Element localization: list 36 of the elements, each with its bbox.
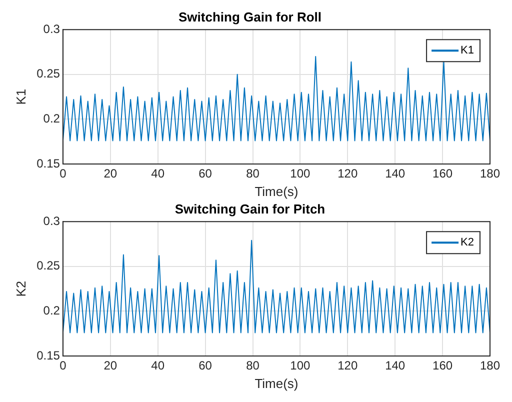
x-tick-label: 100 bbox=[290, 358, 311, 373]
chart-title: Switching Gain for Roll bbox=[178, 9, 322, 24]
y-tick-label: 0.3 bbox=[43, 214, 60, 228]
x-tick-label: 40 bbox=[151, 166, 165, 181]
y-axis-title: K1 bbox=[13, 88, 28, 105]
x-axis-title: Time(s) bbox=[254, 376, 298, 391]
y-tick-label: 0.3 bbox=[43, 22, 60, 36]
x-tick-label: 60 bbox=[198, 166, 212, 181]
chart-title: Switching Gain for Pitch bbox=[174, 201, 326, 216]
x-tick-label: 100 bbox=[290, 166, 311, 181]
x-tick-label: 0 bbox=[60, 358, 67, 373]
x-tick-label: 160 bbox=[432, 166, 453, 181]
x-tick-label: 80 bbox=[246, 166, 260, 181]
y-axis-title: K2 bbox=[13, 280, 28, 297]
y-tick-label: 0.2 bbox=[43, 304, 60, 318]
y-tick-label: 0.15 bbox=[36, 348, 60, 362]
legend-label: K1 bbox=[460, 44, 474, 57]
x-tick-label: 80 bbox=[246, 358, 260, 373]
x-tick-label: 60 bbox=[198, 358, 212, 373]
x-tick-label: 140 bbox=[385, 358, 406, 373]
y-tick-label: 0.15 bbox=[36, 156, 60, 170]
x-tick-label: 20 bbox=[104, 358, 118, 373]
x-tick-label: 20 bbox=[104, 166, 118, 181]
legend-label: K2 bbox=[460, 236, 474, 249]
x-tick-label: 120 bbox=[338, 166, 358, 181]
x-tick-label: 180 bbox=[480, 166, 500, 181]
y-tick-label: 0.25 bbox=[36, 258, 60, 273]
x-tick-label: 40 bbox=[151, 358, 165, 373]
x-axis-title: Time(s) bbox=[254, 184, 298, 199]
x-tick-label: 160 bbox=[432, 358, 453, 373]
y-tick-label: 0.25 bbox=[36, 66, 60, 81]
x-tick-label: 0 bbox=[60, 166, 67, 181]
x-tick-label: 120 bbox=[338, 358, 358, 373]
x-tick-label: 180 bbox=[480, 358, 500, 373]
y-tick-label: 0.2 bbox=[43, 112, 60, 126]
x-tick-label: 140 bbox=[385, 166, 406, 181]
